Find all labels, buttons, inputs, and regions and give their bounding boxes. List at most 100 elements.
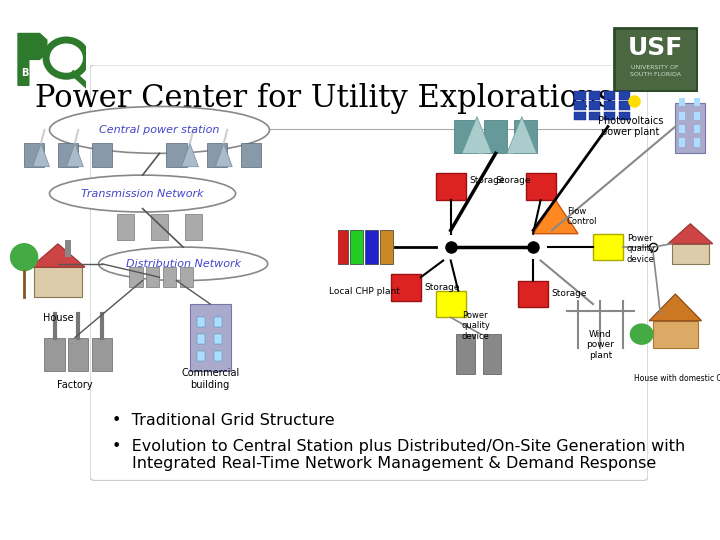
Text: House: House bbox=[42, 313, 73, 323]
FancyBboxPatch shape bbox=[589, 102, 600, 110]
FancyBboxPatch shape bbox=[589, 111, 600, 120]
FancyBboxPatch shape bbox=[197, 318, 205, 327]
Text: Local CHP plant: Local CHP plant bbox=[329, 287, 400, 296]
FancyBboxPatch shape bbox=[166, 143, 186, 167]
FancyBboxPatch shape bbox=[604, 111, 616, 120]
Circle shape bbox=[11, 244, 37, 271]
Polygon shape bbox=[649, 294, 701, 321]
FancyBboxPatch shape bbox=[653, 321, 698, 348]
Circle shape bbox=[631, 324, 653, 344]
FancyBboxPatch shape bbox=[679, 98, 685, 106]
FancyBboxPatch shape bbox=[58, 143, 78, 167]
FancyBboxPatch shape bbox=[672, 244, 709, 264]
FancyBboxPatch shape bbox=[575, 91, 585, 100]
Text: Distribution Network: Distribution Network bbox=[125, 259, 240, 269]
FancyBboxPatch shape bbox=[436, 291, 466, 318]
FancyBboxPatch shape bbox=[391, 274, 420, 301]
FancyBboxPatch shape bbox=[694, 111, 700, 120]
Text: Storage: Storage bbox=[425, 283, 460, 292]
FancyBboxPatch shape bbox=[92, 338, 112, 371]
FancyBboxPatch shape bbox=[482, 334, 501, 374]
FancyBboxPatch shape bbox=[214, 351, 222, 361]
Polygon shape bbox=[462, 117, 492, 153]
Text: Storage: Storage bbox=[469, 176, 505, 185]
Text: Integrated Real-Time Network Management & Demand Response: Integrated Real-Time Network Management … bbox=[132, 456, 656, 471]
FancyBboxPatch shape bbox=[514, 120, 537, 153]
Text: Factory: Factory bbox=[57, 380, 93, 390]
FancyBboxPatch shape bbox=[679, 138, 685, 147]
FancyBboxPatch shape bbox=[613, 28, 697, 91]
FancyBboxPatch shape bbox=[679, 125, 685, 133]
FancyBboxPatch shape bbox=[146, 267, 159, 287]
FancyBboxPatch shape bbox=[379, 231, 392, 264]
FancyBboxPatch shape bbox=[117, 214, 134, 240]
Text: Commercial
building: Commercial building bbox=[181, 368, 239, 390]
FancyBboxPatch shape bbox=[207, 143, 227, 167]
FancyBboxPatch shape bbox=[604, 91, 616, 100]
FancyBboxPatch shape bbox=[90, 65, 648, 481]
FancyBboxPatch shape bbox=[679, 111, 685, 120]
FancyBboxPatch shape bbox=[575, 111, 585, 120]
FancyBboxPatch shape bbox=[694, 125, 700, 133]
FancyBboxPatch shape bbox=[65, 240, 71, 257]
FancyBboxPatch shape bbox=[575, 102, 585, 110]
Polygon shape bbox=[18, 33, 47, 85]
FancyBboxPatch shape bbox=[335, 231, 348, 264]
Polygon shape bbox=[31, 244, 85, 267]
Text: Power Center for Utility Explorations: Power Center for Utility Explorations bbox=[35, 83, 613, 113]
Polygon shape bbox=[181, 143, 199, 167]
Text: •  Traditional Grid Structure: • Traditional Grid Structure bbox=[112, 413, 335, 428]
FancyBboxPatch shape bbox=[485, 120, 507, 153]
FancyBboxPatch shape bbox=[604, 102, 616, 110]
FancyBboxPatch shape bbox=[619, 111, 631, 120]
FancyBboxPatch shape bbox=[436, 173, 466, 200]
FancyBboxPatch shape bbox=[35, 267, 81, 298]
FancyBboxPatch shape bbox=[45, 338, 65, 371]
FancyBboxPatch shape bbox=[619, 91, 631, 100]
Text: Power
quality
device: Power quality device bbox=[626, 234, 656, 264]
FancyBboxPatch shape bbox=[197, 351, 205, 361]
FancyBboxPatch shape bbox=[214, 334, 222, 344]
Text: Central power station: Central power station bbox=[99, 125, 220, 135]
Text: Wind
power
plant: Wind power plant bbox=[587, 330, 614, 360]
FancyBboxPatch shape bbox=[589, 91, 600, 100]
FancyBboxPatch shape bbox=[214, 318, 222, 327]
Text: Storage: Storage bbox=[552, 289, 588, 299]
FancyBboxPatch shape bbox=[151, 214, 168, 240]
Text: Storage: Storage bbox=[495, 176, 531, 185]
Text: B: B bbox=[22, 68, 29, 78]
FancyBboxPatch shape bbox=[197, 334, 205, 344]
Polygon shape bbox=[32, 143, 50, 167]
FancyBboxPatch shape bbox=[180, 267, 193, 287]
Ellipse shape bbox=[99, 247, 268, 281]
Text: SOUTH FLORIDA: SOUTH FLORIDA bbox=[630, 72, 680, 77]
Polygon shape bbox=[66, 143, 84, 167]
FancyBboxPatch shape bbox=[454, 120, 477, 153]
FancyBboxPatch shape bbox=[92, 143, 112, 167]
Polygon shape bbox=[533, 200, 578, 234]
FancyBboxPatch shape bbox=[163, 267, 176, 287]
Polygon shape bbox=[668, 224, 713, 244]
Ellipse shape bbox=[50, 175, 235, 212]
FancyBboxPatch shape bbox=[24, 143, 45, 167]
Text: UNIVERSITY OF: UNIVERSITY OF bbox=[631, 65, 679, 70]
Text: Flow
Control: Flow Control bbox=[567, 207, 598, 226]
FancyBboxPatch shape bbox=[129, 267, 143, 287]
FancyBboxPatch shape bbox=[694, 98, 700, 106]
FancyBboxPatch shape bbox=[240, 143, 261, 167]
Text: House with domestic CHP: House with domestic CHP bbox=[634, 374, 720, 383]
FancyBboxPatch shape bbox=[68, 338, 89, 371]
Text: Photovoltaics
power plant: Photovoltaics power plant bbox=[598, 116, 663, 137]
FancyBboxPatch shape bbox=[185, 214, 202, 240]
Text: Transmission Network: Transmission Network bbox=[81, 188, 204, 199]
FancyBboxPatch shape bbox=[350, 231, 363, 264]
FancyBboxPatch shape bbox=[456, 334, 475, 374]
FancyBboxPatch shape bbox=[694, 138, 700, 147]
Ellipse shape bbox=[50, 106, 269, 153]
Text: •  Evolution to Central Station plus Distributed/On-Site Generation with: • Evolution to Central Station plus Dist… bbox=[112, 439, 685, 454]
FancyBboxPatch shape bbox=[593, 234, 623, 260]
Text: USF: USF bbox=[628, 36, 683, 60]
Polygon shape bbox=[215, 143, 233, 167]
FancyBboxPatch shape bbox=[675, 103, 706, 153]
FancyBboxPatch shape bbox=[190, 304, 230, 371]
